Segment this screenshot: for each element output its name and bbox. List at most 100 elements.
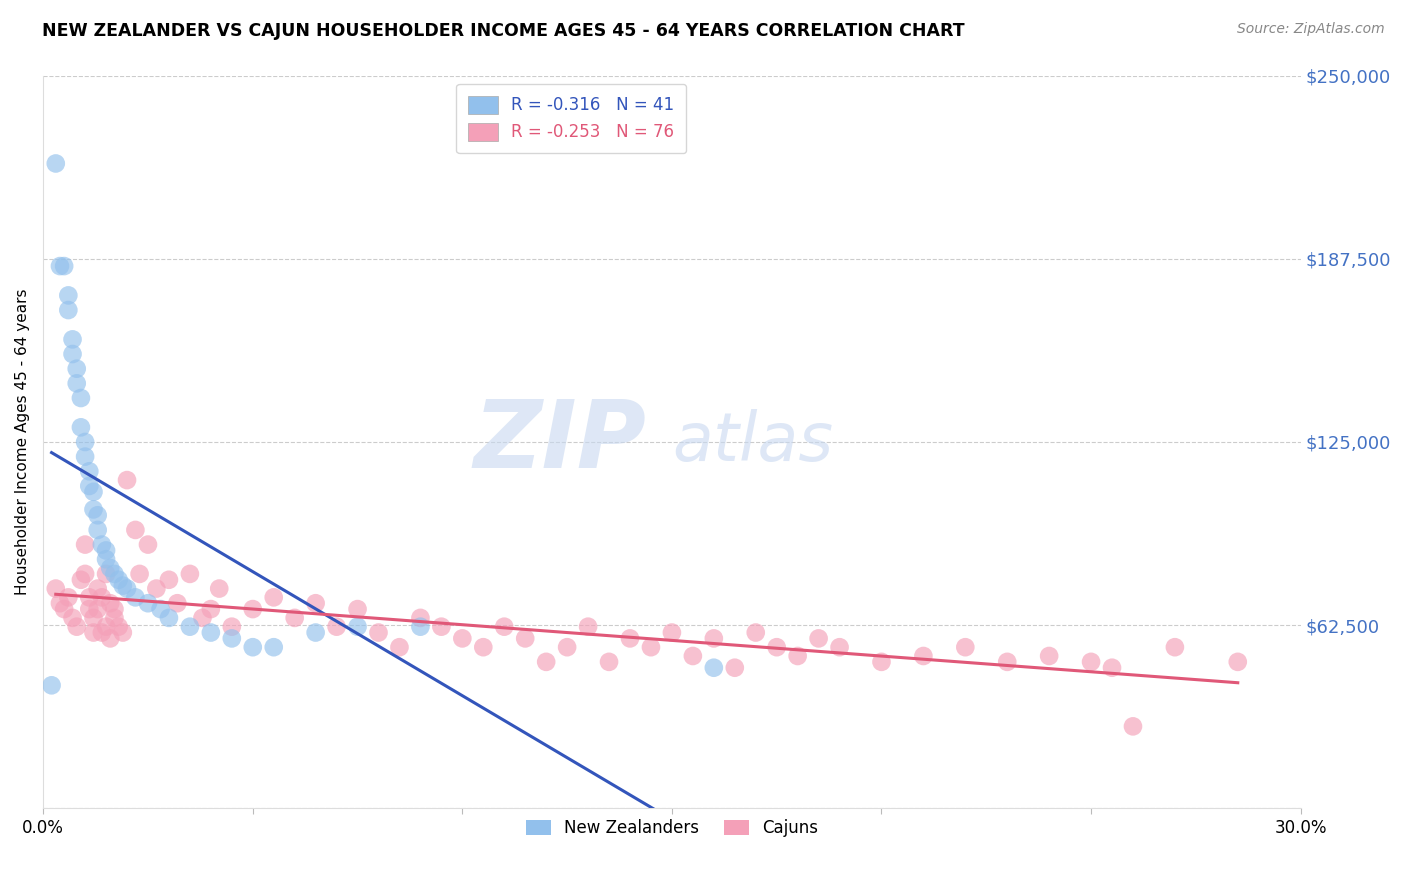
Point <box>86 582 108 596</box>
Point <box>388 640 411 655</box>
Point <box>58 591 80 605</box>
Point <box>103 611 125 625</box>
Point <box>86 508 108 523</box>
Point <box>409 620 432 634</box>
Point <box>90 538 112 552</box>
Point <box>534 655 557 669</box>
Point <box>75 566 97 581</box>
Point <box>191 611 214 625</box>
Point <box>66 620 89 634</box>
Point <box>82 502 104 516</box>
Point <box>124 523 146 537</box>
Point <box>111 579 134 593</box>
Point <box>724 661 747 675</box>
Point <box>75 450 97 464</box>
Point <box>103 602 125 616</box>
Point <box>98 596 121 610</box>
Point <box>346 602 368 616</box>
Point <box>870 655 893 669</box>
Point <box>107 573 129 587</box>
Point <box>70 391 93 405</box>
Point <box>765 640 787 655</box>
Point <box>75 434 97 449</box>
Point <box>1122 719 1144 733</box>
Point <box>745 625 768 640</box>
Point <box>53 259 76 273</box>
Point <box>1038 648 1060 663</box>
Point <box>136 596 159 610</box>
Point <box>58 288 80 302</box>
Point <box>70 573 93 587</box>
Point <box>661 625 683 640</box>
Point <box>111 625 134 640</box>
Point <box>98 561 121 575</box>
Point <box>45 156 67 170</box>
Point <box>115 473 138 487</box>
Point <box>75 538 97 552</box>
Point <box>94 543 117 558</box>
Point <box>221 620 243 634</box>
Point <box>58 303 80 318</box>
Point <box>94 566 117 581</box>
Point <box>94 552 117 566</box>
Text: ZIP: ZIP <box>474 396 647 488</box>
Point <box>66 376 89 391</box>
Point <box>107 620 129 634</box>
Point <box>640 640 662 655</box>
Point <box>49 259 72 273</box>
Point <box>45 582 67 596</box>
Point <box>62 611 84 625</box>
Point <box>66 361 89 376</box>
Point <box>807 632 830 646</box>
Point <box>451 632 474 646</box>
Point <box>128 566 150 581</box>
Point <box>149 602 172 616</box>
Point <box>786 648 808 663</box>
Point <box>304 625 326 640</box>
Point <box>103 566 125 581</box>
Point <box>409 611 432 625</box>
Point <box>619 632 641 646</box>
Point <box>98 632 121 646</box>
Legend: New Zealanders, Cajuns: New Zealanders, Cajuns <box>519 813 825 844</box>
Point <box>179 620 201 634</box>
Point <box>430 620 453 634</box>
Point <box>1080 655 1102 669</box>
Point <box>49 596 72 610</box>
Point <box>598 655 620 669</box>
Point <box>682 648 704 663</box>
Point <box>79 479 101 493</box>
Point <box>79 464 101 478</box>
Point <box>367 625 389 640</box>
Point <box>82 611 104 625</box>
Point <box>703 661 725 675</box>
Point <box>94 620 117 634</box>
Point <box>200 625 222 640</box>
Text: NEW ZEALANDER VS CAJUN HOUSEHOLDER INCOME AGES 45 - 64 YEARS CORRELATION CHART: NEW ZEALANDER VS CAJUN HOUSEHOLDER INCOM… <box>42 22 965 40</box>
Point <box>82 625 104 640</box>
Point <box>166 596 188 610</box>
Point <box>242 640 264 655</box>
Point <box>515 632 537 646</box>
Point <box>576 620 599 634</box>
Point <box>242 602 264 616</box>
Point <box>86 602 108 616</box>
Point <box>62 332 84 346</box>
Point <box>115 582 138 596</box>
Text: Source: ZipAtlas.com: Source: ZipAtlas.com <box>1237 22 1385 37</box>
Point <box>472 640 495 655</box>
Text: atlas: atlas <box>672 409 832 475</box>
Point <box>494 620 516 634</box>
Point <box>200 602 222 616</box>
Point <box>703 632 725 646</box>
Point <box>263 591 285 605</box>
Point <box>124 591 146 605</box>
Point <box>304 596 326 610</box>
Point <box>79 602 101 616</box>
Point <box>263 640 285 655</box>
Y-axis label: Householder Income Ages 45 - 64 years: Householder Income Ages 45 - 64 years <box>15 289 30 595</box>
Point <box>90 591 112 605</box>
Point <box>1101 661 1123 675</box>
Point <box>70 420 93 434</box>
Point <box>136 538 159 552</box>
